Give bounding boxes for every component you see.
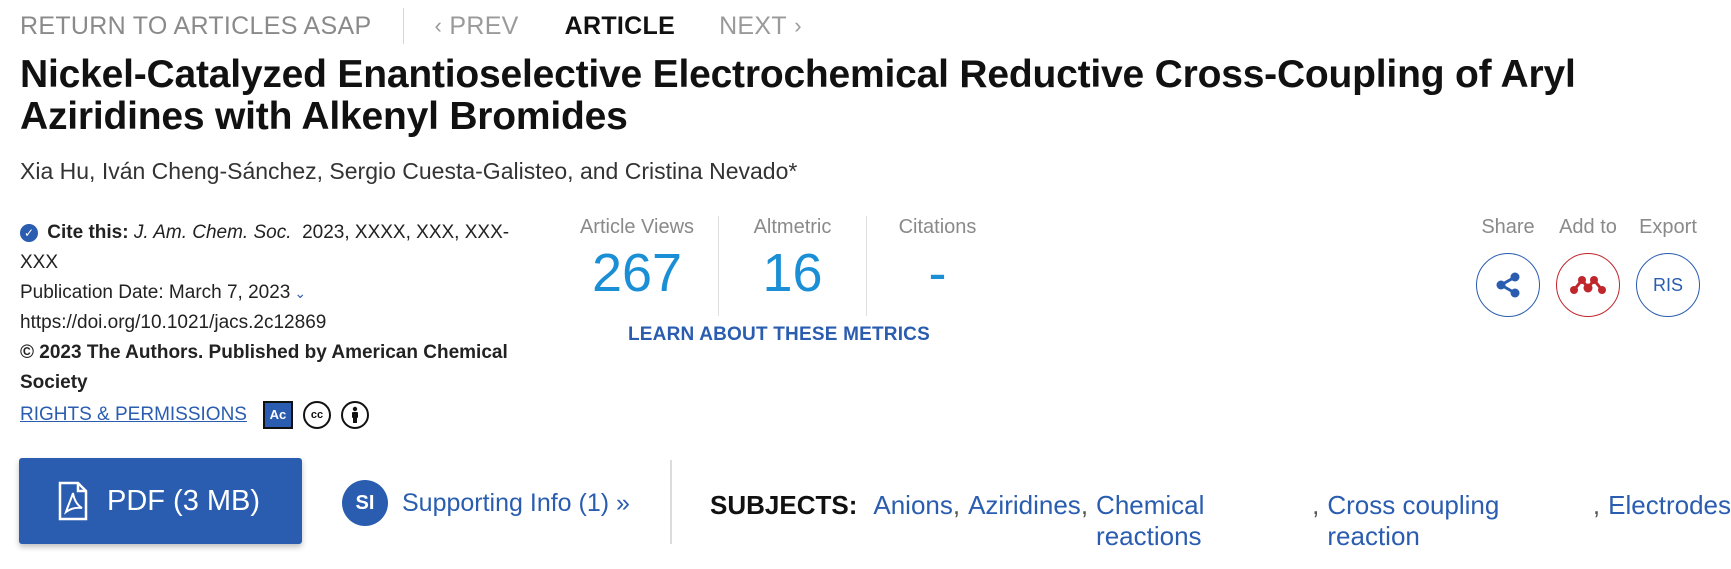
- prev-label: PREV: [449, 11, 519, 40]
- supporting-info-link[interactable]: SI Supporting Info (1) »: [342, 480, 630, 526]
- export-label: Export: [1639, 216, 1697, 238]
- subject-link[interactable]: Cross coupling reaction: [1327, 490, 1500, 551]
- prev-link[interactable]: ‹ PREV: [434, 12, 518, 41]
- doi-link[interactable]: https://doi.org/10.1021/jacs.2c12869: [20, 312, 327, 333]
- rights-row: RIGHTS & PERMISSIONS Ac cc: [20, 400, 540, 430]
- next-label: NEXT: [719, 11, 787, 40]
- article-nav: RETURN TO ARTICLES ASAP ‹ PREV ARTICLE N…: [20, 8, 802, 44]
- metric-label: Altmetric: [753, 216, 832, 238]
- attribution-person-icon: [340, 401, 369, 429]
- subjects-heading: SUBJECTS:: [710, 490, 858, 520]
- supporting-info-label: Supporting Info (1) »: [402, 488, 630, 517]
- mendeley-icon: [1570, 276, 1606, 294]
- metric-value: 267: [591, 243, 683, 303]
- article-title: Nickel-Catalyzed Enantioselective Electr…: [20, 53, 1576, 138]
- pdf-file-icon: [58, 481, 88, 521]
- share-action: Share: [1468, 216, 1548, 317]
- return-to-articles-link[interactable]: RETURN TO ARTICLES ASAP: [20, 11, 372, 40]
- pdf-download-button[interactable]: PDF (3 MB): [19, 458, 302, 544]
- share-label: Share: [1481, 216, 1535, 238]
- chevron-right-icon: ›: [794, 13, 802, 38]
- subject-separator: ,: [1592, 490, 1601, 520]
- copyright-notice: © 2023 The Authors. Published by America…: [20, 342, 508, 393]
- subject-link[interactable]: Aziridines: [968, 490, 1081, 520]
- export-ris-button[interactable]: RIS: [1636, 253, 1700, 317]
- share-button[interactable]: [1476, 253, 1540, 317]
- check-circle-icon: ✓: [20, 224, 38, 242]
- subject-separator: ,: [1312, 490, 1320, 520]
- subject-link[interactable]: Electrodes: [1608, 490, 1731, 520]
- acs-authorchoice-icon: Ac: [262, 401, 293, 429]
- subject-link[interactable]: Anions: [873, 490, 953, 520]
- article-tab[interactable]: ARTICLE: [564, 11, 676, 40]
- chevron-left-icon: ‹: [434, 13, 443, 38]
- article-actions: Share Add to Export RIS: [1468, 216, 1708, 317]
- subject-separator: ,: [1080, 490, 1089, 520]
- learn-metrics-link[interactable]: LEARN ABOUT THESE METRICS: [628, 324, 930, 345]
- citation-block: ✓ Cite this: J. Am. Chem. Soc. 2023, XXX…: [20, 218, 540, 430]
- add-to-action: Add to: [1548, 216, 1628, 317]
- share-icon: [1496, 272, 1520, 298]
- metric-value: -: [928, 243, 947, 303]
- pdf-label: PDF (3 MB): [107, 484, 261, 517]
- article-metrics: Article Views 267 Altmetric 16 Citations…: [556, 216, 1008, 316]
- metric-citations: Citations -: [866, 216, 1008, 316]
- publication-date: Publication Date: March 7, 2023: [20, 282, 291, 303]
- export-action: Export RIS: [1628, 216, 1708, 317]
- creative-commons-icon: cc: [302, 401, 331, 429]
- section-divider: [670, 460, 672, 544]
- metric-altmetric[interactable]: Altmetric 16: [718, 216, 866, 316]
- add-to-mendeley-button[interactable]: [1556, 253, 1620, 317]
- rights-permissions-link[interactable]: RIGHTS & PERMISSIONS: [20, 404, 247, 425]
- subject-link[interactable]: Chemical reactions: [1096, 490, 1205, 551]
- author-list[interactable]: Xia Hu, Iván Cheng-Sánchez, Sergio Cuest…: [20, 158, 798, 184]
- metric-label: Citations: [898, 216, 977, 238]
- cite-label: Cite this:: [47, 222, 129, 243]
- chevron-down-icon[interactable]: ⌄: [294, 285, 307, 301]
- next-link[interactable]: NEXT ›: [719, 12, 802, 41]
- metric-label: Article Views: [579, 216, 695, 238]
- subject-separator: ,: [952, 490, 961, 520]
- supporting-info-badge: SI: [342, 480, 388, 526]
- citation-details: 2023, XXXX, XXX, XXX-XXX: [20, 222, 510, 273]
- metric-article-views: Article Views 267: [556, 216, 718, 316]
- journal-name: J. Am. Chem. Soc.: [133, 222, 292, 243]
- subjects-row: SUBJECTS: Anions, Aziridines, Chemical r…: [710, 490, 1731, 552]
- add-to-label: Add to: [1559, 216, 1617, 238]
- nav-divider: [403, 8, 405, 44]
- cite-line[interactable]: ✓ Cite this: J. Am. Chem. Soc. 2023, XXX…: [20, 218, 540, 278]
- publication-date-row[interactable]: Publication Date: March 7, 2023 ⌄: [20, 278, 540, 308]
- metric-value: 16: [762, 243, 823, 303]
